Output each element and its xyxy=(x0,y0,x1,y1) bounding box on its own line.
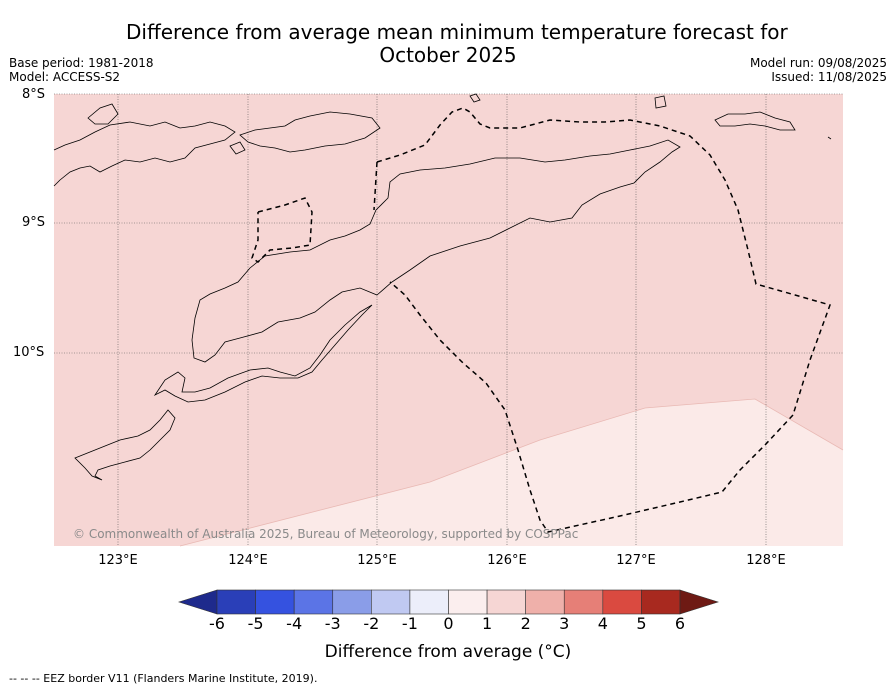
model-run: Model run: 09/08/2025 xyxy=(749,56,887,70)
colorbar-tick-label: -2 xyxy=(363,614,380,633)
coastlines xyxy=(53,93,832,481)
colorbar-box xyxy=(216,589,256,615)
colorbar-box xyxy=(486,589,526,615)
colorbar-box xyxy=(448,589,488,615)
colorbar-tick-label: -3 xyxy=(324,614,341,633)
lon-label-127e: 127°E xyxy=(616,553,656,568)
colorbar-tick-label: -5 xyxy=(247,614,264,633)
colorbar-tick-label: 3 xyxy=(559,614,570,633)
colorbar-tick-label: -4 xyxy=(286,614,303,633)
colorbar-tick-label: 5 xyxy=(636,614,647,633)
lon-label-124e: 124°E xyxy=(228,553,268,568)
anomaly-contour xyxy=(179,398,844,547)
lon-label-126e: 126°E xyxy=(487,553,527,568)
colorbar-box xyxy=(293,589,334,615)
colorbar-tick-label: 0 xyxy=(443,614,454,633)
colorbar-label: Difference from average (°C) xyxy=(324,642,572,662)
colorbar-box xyxy=(563,589,604,615)
colorbar-tick-label: -1 xyxy=(401,614,418,633)
colorbar-arrow-low xyxy=(178,589,218,615)
lembata-coastline xyxy=(239,111,381,153)
meta-left: Base period: 1981-2018 Model: ACCESS-S2 xyxy=(9,56,154,84)
colorbar-arrow-high xyxy=(679,589,719,615)
eez-border-north xyxy=(376,107,831,416)
title-line-2: October 2025 xyxy=(379,43,517,67)
timor-coastline xyxy=(191,139,681,363)
colorbar-box xyxy=(525,589,565,615)
colorbar-box xyxy=(371,589,411,615)
title-line-1: Difference from average mean minimum tem… xyxy=(126,20,788,44)
lat-label-9s: 9°S xyxy=(22,215,46,230)
anomaly-region-0-1 xyxy=(180,399,843,546)
colorbar-box xyxy=(332,589,372,615)
base-period: Base period: 1981-2018 xyxy=(9,56,154,70)
east-tip-coastline xyxy=(827,136,832,140)
colorbar-tick-label: -6 xyxy=(209,614,225,633)
eez-border-west xyxy=(373,161,378,211)
wetar-coastline xyxy=(714,111,796,131)
pantar-coastline xyxy=(229,141,246,155)
eez-footnote: -- -- -- EEZ border V11 (Flanders Marine… xyxy=(9,672,318,685)
colorbar-box xyxy=(409,589,449,615)
meta-right: Model run: 09/08/2025 Issued: 11/08/2025 xyxy=(750,56,887,84)
flores-coastline xyxy=(53,121,236,187)
colorbar-box xyxy=(641,589,681,615)
colorbar-tick-label: 6 xyxy=(674,614,686,633)
eez-borders xyxy=(251,107,831,533)
alor-coastline xyxy=(87,103,119,125)
colorbar-box xyxy=(602,589,642,615)
rote-coastline xyxy=(153,304,373,403)
issued-date: Issued: 11/08/2025 xyxy=(771,70,887,84)
colorbar-box xyxy=(255,589,295,615)
lat-label-10s: 10°S xyxy=(13,345,45,360)
lon-label-125e: 125°E xyxy=(357,553,397,568)
model-name: Model: ACCESS-S2 xyxy=(9,70,121,84)
south-island-coastline xyxy=(74,409,176,481)
lon-label-123e: 123°E xyxy=(98,553,138,568)
lon-label-128e: 128°E xyxy=(746,553,786,568)
copyright-notice: © Commonwealth of Australia 2025, Bureau… xyxy=(73,527,579,541)
colorbar-tick-label: 1 xyxy=(481,614,493,633)
colorbar-tick-label: 4 xyxy=(597,614,608,633)
atauro-coastline xyxy=(654,95,667,109)
lat-label-8s: 8°S xyxy=(22,87,46,102)
colorbar xyxy=(178,589,719,615)
small-island-coastline xyxy=(469,93,481,103)
colorbar-tick-label: 2 xyxy=(520,614,531,633)
gridlines xyxy=(54,93,843,546)
